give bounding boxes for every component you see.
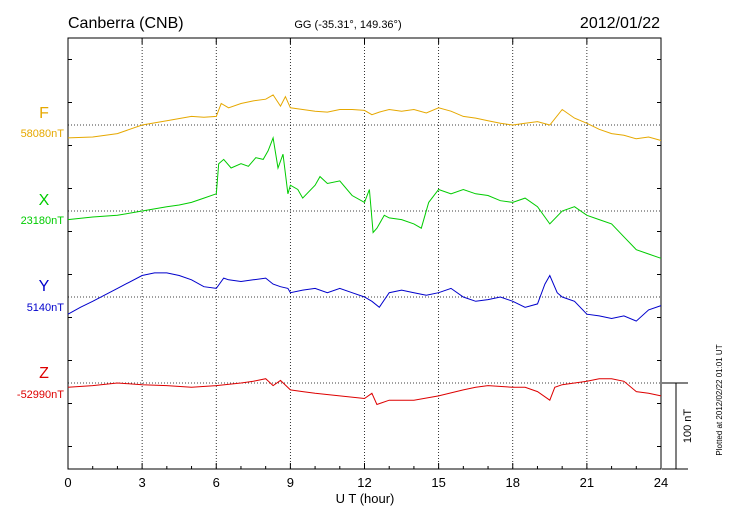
x-tick-label: 18 [506, 475, 520, 490]
x-axis-label: U T (hour) [336, 491, 395, 506]
series-y-line [67, 272, 662, 322]
date-label: 2012/01/22 [580, 15, 660, 32]
grid-lines [68, 38, 661, 469]
traces [67, 94, 662, 406]
x-tick-label: 21 [580, 475, 594, 490]
x-axis-ticks: 0 3 6 9 12 15 18 21 24 [64, 38, 668, 490]
series-x-line [67, 136, 662, 259]
series-x-baseline: 23180nT [21, 215, 65, 227]
series-y-name: Y [39, 278, 50, 295]
series-y-baseline: 5140nT [27, 302, 65, 314]
x-tick-label: 0 [64, 475, 71, 490]
x-tick-label: 24 [654, 475, 668, 490]
station-coords: GG (-35.31°, 149.36°) [294, 19, 401, 31]
series-z-baseline: -52990nT [17, 389, 64, 401]
x-tick-label: 9 [287, 475, 294, 490]
x-tick-label: 15 [431, 475, 445, 490]
scale-bar-label: 100 nT [682, 409, 694, 444]
series-f-name: F [39, 105, 49, 122]
series-f-baseline: 58080nT [21, 128, 65, 140]
x-tick-label: 3 [139, 475, 146, 490]
x-tick-label: 6 [213, 475, 220, 490]
series-z-line [67, 378, 662, 406]
series-z-name: Z [39, 365, 49, 382]
series-x-name: X [39, 192, 50, 209]
series-f-line [67, 94, 662, 141]
series-labels: F 58080nT X 23180nT Y 5140nT Z -52990nT [17, 105, 64, 401]
scale-bar: 100 nT [662, 382, 694, 470]
station-title: Canberra (CNB) [68, 15, 184, 32]
plotted-note: Plotted at 2012/02/22 01:01 UT [715, 344, 724, 455]
x-tick-label: 12 [357, 475, 371, 490]
